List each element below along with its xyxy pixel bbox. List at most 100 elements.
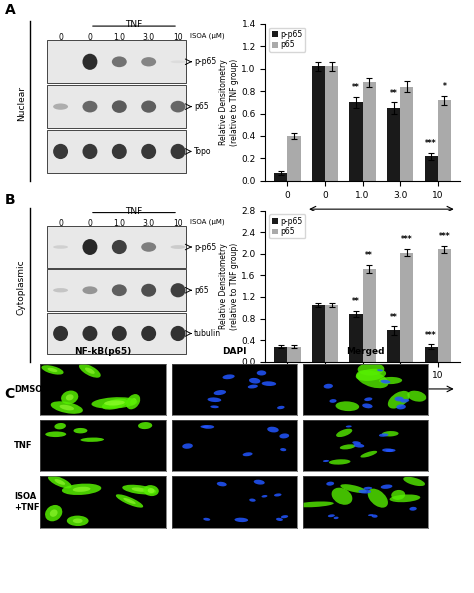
Ellipse shape [262,381,276,386]
Ellipse shape [354,444,365,448]
Ellipse shape [171,283,185,297]
Ellipse shape [295,502,334,507]
Ellipse shape [104,400,125,406]
Ellipse shape [352,441,361,445]
Bar [349,103,363,181]
Ellipse shape [390,495,420,502]
Ellipse shape [67,515,89,526]
FancyBboxPatch shape [46,313,186,354]
FancyBboxPatch shape [46,269,186,311]
Ellipse shape [47,368,57,372]
Ellipse shape [360,451,377,458]
Text: **: ** [390,88,398,98]
Text: 0: 0 [88,219,92,228]
Ellipse shape [112,100,127,113]
Ellipse shape [391,490,405,500]
Ellipse shape [109,401,121,407]
Ellipse shape [79,364,100,378]
Text: p65: p65 [194,286,209,295]
Ellipse shape [112,56,127,67]
Text: **: ** [352,83,360,92]
Text: 0: 0 [88,33,92,42]
Ellipse shape [214,390,226,395]
Ellipse shape [73,428,87,433]
Ellipse shape [357,363,384,375]
Text: **: ** [390,313,398,321]
Ellipse shape [112,285,127,296]
Ellipse shape [82,286,98,294]
Text: p65: p65 [194,102,209,111]
Ellipse shape [141,144,156,159]
Ellipse shape [73,518,82,523]
Ellipse shape [346,425,352,428]
Bar [363,269,376,362]
Ellipse shape [379,433,388,437]
Ellipse shape [51,401,83,414]
Text: 3.0: 3.0 [143,219,155,228]
Ellipse shape [91,397,137,409]
Ellipse shape [171,326,185,341]
Text: **: ** [352,298,360,307]
Ellipse shape [364,397,373,401]
Ellipse shape [62,483,101,495]
Ellipse shape [249,378,260,384]
Ellipse shape [141,243,156,252]
Ellipse shape [329,459,350,465]
Ellipse shape [182,444,193,449]
Ellipse shape [235,518,248,522]
Ellipse shape [53,246,68,248]
Ellipse shape [274,493,282,496]
Bar [425,156,438,181]
Ellipse shape [364,487,372,490]
Ellipse shape [203,518,210,521]
Ellipse shape [53,61,68,63]
FancyBboxPatch shape [46,85,186,128]
Ellipse shape [46,432,66,437]
Ellipse shape [112,240,127,254]
Ellipse shape [382,431,399,436]
Ellipse shape [141,326,156,341]
Text: 0: 0 [58,219,63,228]
Y-axis label: Relative Densitometry
(relative to TNF group): Relative Densitometry (relative to TNF g… [219,59,238,146]
Ellipse shape [143,485,159,496]
Ellipse shape [332,487,352,505]
Text: **: ** [365,251,373,260]
Text: 1.0: 1.0 [113,33,125,42]
Ellipse shape [82,239,98,255]
Ellipse shape [122,484,156,495]
Ellipse shape [217,482,227,486]
Ellipse shape [267,427,279,432]
Ellipse shape [126,394,140,409]
Ellipse shape [403,477,425,486]
Ellipse shape [81,438,104,442]
Ellipse shape [141,57,156,66]
Text: C: C [5,387,15,401]
Text: B: B [5,193,15,207]
Ellipse shape [362,403,373,409]
Ellipse shape [48,476,72,489]
Bar [400,87,413,181]
Bar [287,136,301,181]
Ellipse shape [201,425,209,428]
Text: Cytoplasmic: Cytoplasmic [17,260,26,315]
Ellipse shape [82,101,98,113]
Ellipse shape [388,391,410,409]
Ellipse shape [53,326,68,341]
Bar [400,253,413,362]
Text: ***: *** [425,139,437,148]
Ellipse shape [171,60,185,63]
Ellipse shape [358,490,371,493]
Bar [349,314,363,362]
Text: TNF: TNF [125,20,143,29]
Text: tubulin: tubulin [194,329,221,338]
Ellipse shape [45,505,62,521]
Legend: p-p65, p65: p-p65, p65 [269,27,305,52]
Text: 0: 0 [58,33,63,42]
Ellipse shape [407,391,426,401]
Ellipse shape [171,101,185,113]
Ellipse shape [329,399,337,403]
Ellipse shape [401,399,409,403]
Ellipse shape [61,391,78,404]
Text: 10: 10 [173,219,183,228]
Ellipse shape [276,518,283,521]
